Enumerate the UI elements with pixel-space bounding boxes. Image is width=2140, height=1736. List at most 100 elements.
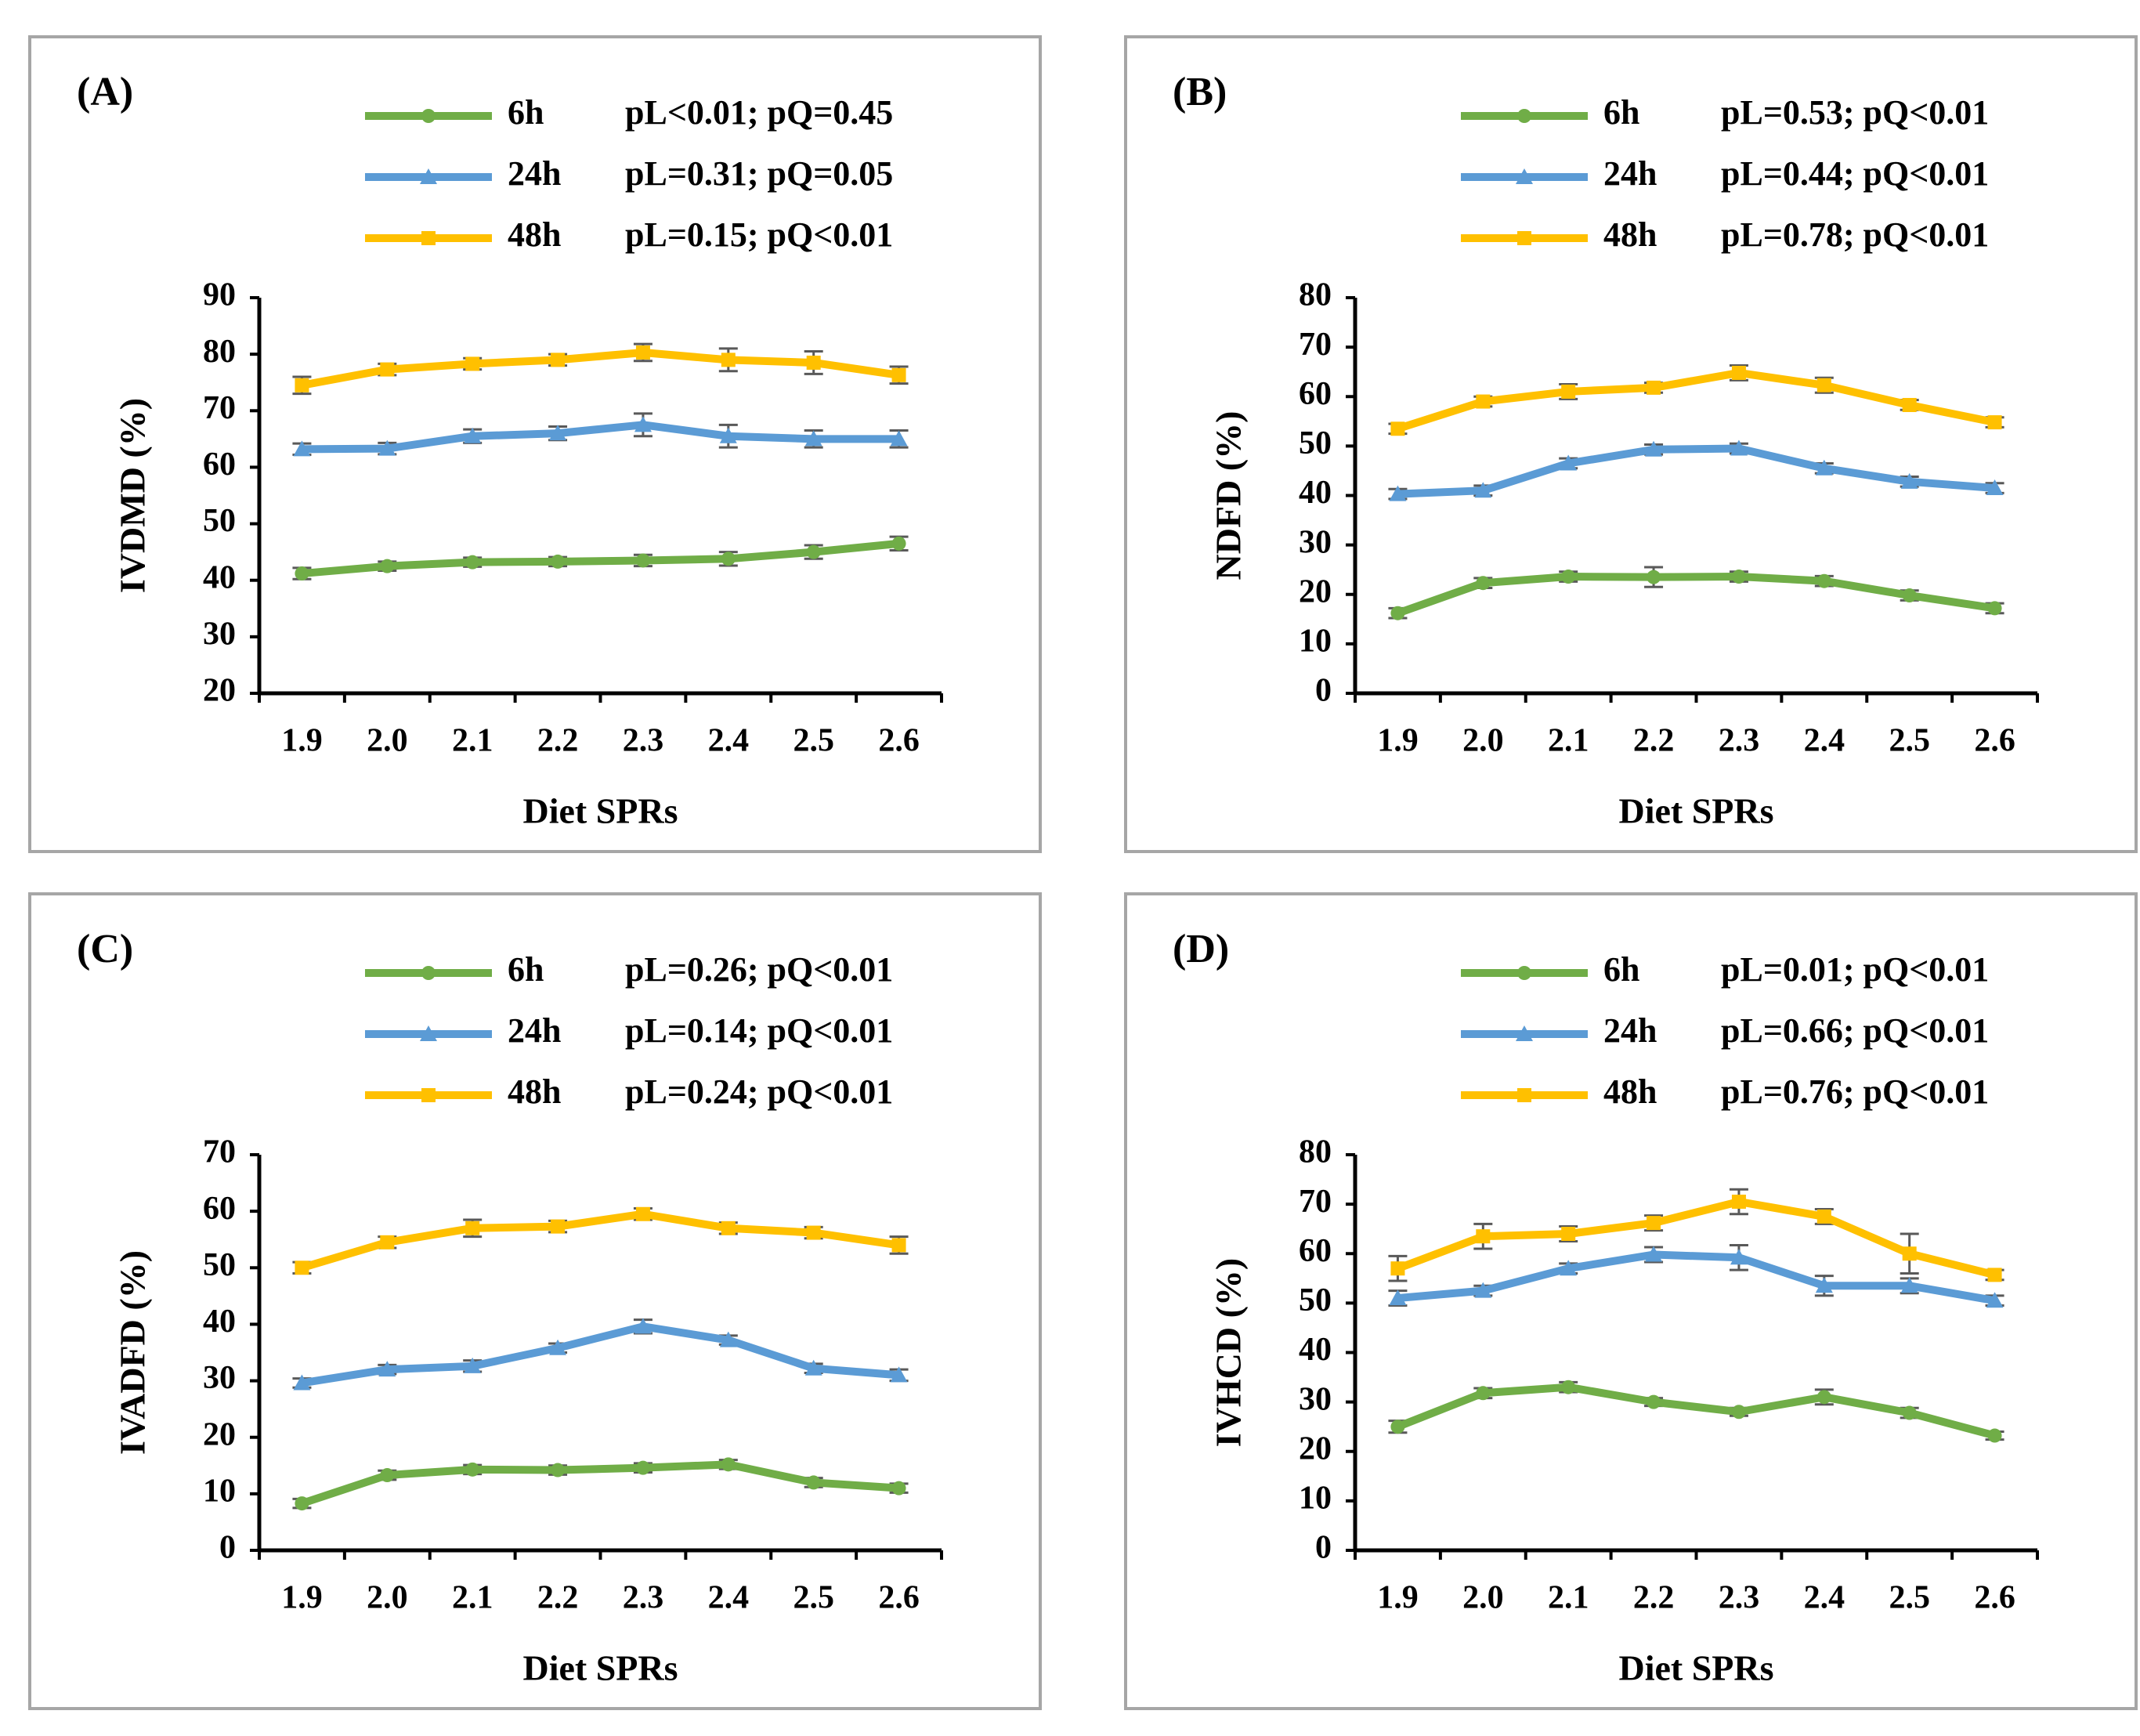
- annotation: pL<0.01; pQ=0.45: [625, 93, 893, 132]
- x-tick-label: 2.0: [367, 723, 408, 759]
- marker: [806, 355, 821, 370]
- series-line: [1396, 1197, 1996, 1279]
- marker: [293, 440, 311, 457]
- marker: [295, 566, 309, 581]
- marker: [551, 1463, 566, 1477]
- x-tick-label: 2.2: [1633, 1580, 1675, 1616]
- marker: [1731, 1405, 1746, 1420]
- legend-label: 48h: [508, 1072, 561, 1111]
- y-tick-label: 70: [203, 1134, 236, 1170]
- y-tick-label: 20: [1299, 573, 1332, 609]
- marker: [1389, 485, 1407, 501]
- marker: [464, 1357, 482, 1373]
- marker: [421, 231, 436, 245]
- marker: [1517, 1088, 1531, 1102]
- x-tick-label: 2.1: [1548, 1580, 1589, 1616]
- y-tick-label: 60: [203, 447, 236, 483]
- marker: [806, 1475, 821, 1490]
- y-tick-label: 60: [1299, 1233, 1332, 1269]
- marker: [1987, 601, 2002, 616]
- marker: [634, 416, 652, 432]
- marker: [1517, 231, 1531, 245]
- marker: [1815, 1277, 1833, 1293]
- marker: [1474, 1282, 1492, 1298]
- marker: [1390, 606, 1405, 620]
- marker: [465, 1221, 480, 1235]
- legend-label: 6h: [1603, 950, 1639, 989]
- x-tick-label: 1.9: [1377, 723, 1419, 759]
- x-tick-label: 2.4: [708, 1580, 750, 1616]
- marker: [890, 1366, 908, 1383]
- series-line: [1397, 444, 1995, 498]
- marker: [380, 1235, 395, 1250]
- marker: [421, 109, 436, 123]
- marker: [378, 1361, 396, 1377]
- y-tick-label: 20: [203, 673, 236, 709]
- marker: [1390, 1261, 1405, 1276]
- x-tick-label: 2.5: [793, 1580, 834, 1616]
- legend-label: 24h: [508, 1011, 561, 1050]
- marker: [719, 1331, 737, 1347]
- marker: [806, 1225, 821, 1240]
- marker: [420, 1025, 437, 1041]
- marker: [1816, 1390, 1831, 1405]
- y-tick-label: 60: [1299, 376, 1332, 412]
- marker: [1389, 1289, 1407, 1306]
- marker: [1645, 1246, 1663, 1262]
- x-axis-label: Diet SPRs: [522, 791, 678, 831]
- marker: [1902, 1246, 1917, 1261]
- marker: [465, 1462, 480, 1477]
- y-tick-label: 30: [203, 616, 236, 652]
- marker: [1816, 1209, 1831, 1224]
- y-tick-label: 80: [203, 334, 236, 370]
- marker: [719, 427, 737, 443]
- marker: [1561, 384, 1576, 399]
- marker: [1516, 168, 1533, 184]
- marker: [295, 1496, 309, 1511]
- y-tick-label: 40: [1299, 475, 1332, 511]
- marker: [1900, 1277, 1918, 1293]
- y-tick-label: 70: [1299, 327, 1332, 363]
- marker: [295, 1260, 309, 1275]
- marker: [1902, 1405, 1917, 1420]
- marker: [1517, 966, 1531, 980]
- panel: (B) 0 10 20 30 40 50 60 70 80 1.9 2.0 2.1 2.2 2.3 2.4 2.…: [1124, 35, 2138, 853]
- marker: [1730, 1249, 1748, 1265]
- x-tick-label: 2.4: [1804, 1580, 1845, 1616]
- marker: [421, 966, 436, 980]
- y-tick-label: 30: [1299, 1381, 1332, 1417]
- y-tick-label: 0: [1315, 1530, 1332, 1566]
- annotation: pL=0.76; pQ<0.01: [1721, 1072, 1989, 1111]
- x-tick-label: 2.5: [1889, 1580, 1930, 1616]
- panel-label: (B): [1173, 70, 1227, 114]
- marker: [1476, 394, 1491, 409]
- x-tick-label: 2.1: [452, 1580, 493, 1616]
- marker: [1647, 570, 1661, 584]
- x-tick-label: 2.6: [878, 1580, 920, 1616]
- marker: [1561, 570, 1576, 584]
- y-tick-label: 30: [1299, 524, 1332, 560]
- x-tick-label: 1.9: [281, 1580, 323, 1616]
- marker: [1987, 1428, 2002, 1443]
- marker: [1560, 1260, 1578, 1276]
- series-line: [302, 421, 899, 454]
- marker: [891, 536, 906, 551]
- x-tick-label: 2.4: [708, 723, 750, 759]
- marker: [1474, 482, 1492, 498]
- marker: [420, 168, 437, 184]
- series-line: [301, 1210, 900, 1272]
- y-tick-label: 80: [1299, 1134, 1332, 1170]
- marker: [380, 559, 395, 573]
- x-tick-label: 1.9: [1377, 1580, 1419, 1616]
- y-tick-label: 30: [203, 1360, 236, 1396]
- marker: [891, 1238, 906, 1253]
- marker: [551, 554, 566, 569]
- x-tick-label: 2.0: [1462, 723, 1504, 759]
- marker: [465, 555, 480, 570]
- marker: [721, 1221, 736, 1235]
- marker: [891, 367, 906, 382]
- y-tick-label: 40: [1299, 1332, 1332, 1368]
- y-tick-label: 50: [203, 503, 236, 539]
- x-tick-label: 2.0: [1462, 1580, 1504, 1616]
- marker: [549, 1339, 567, 1355]
